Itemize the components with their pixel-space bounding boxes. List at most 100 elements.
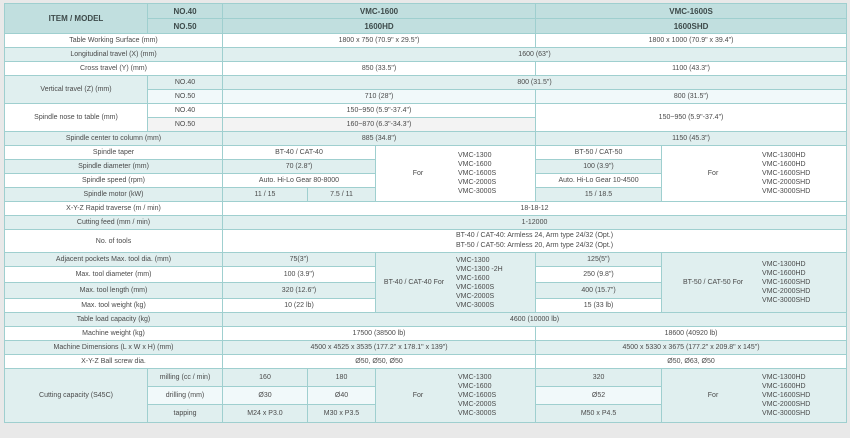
value-b: 15 / 18.5 bbox=[535, 187, 663, 202]
value-a1: 160 bbox=[222, 368, 308, 387]
model-name: VMC-1600SHD bbox=[762, 392, 811, 399]
row-label: Spindle nose to table (mm) bbox=[4, 103, 148, 132]
value-a: Auto. Hi-Lo Gear 80-8000 bbox=[222, 173, 376, 188]
for-label: For bbox=[412, 170, 424, 177]
value-a2: Ø40 bbox=[307, 386, 376, 405]
value-a: 850 (33.5") bbox=[221, 61, 537, 76]
model-a-hd-header: 1600HD bbox=[221, 18, 537, 34]
model-name: VMC-1300 bbox=[456, 256, 490, 264]
value-b: M50 x P4.5 bbox=[535, 404, 663, 423]
value-a: 4500 x 4525 x 3535 (177.2" x 178.1" x 13… bbox=[221, 340, 537, 355]
value-a: 885 (34.8") bbox=[221, 131, 537, 146]
model-name: VMC-1300 bbox=[458, 374, 492, 381]
row-label: Cutting feed (mm / min) bbox=[4, 215, 223, 230]
row-label: Spindle taper bbox=[4, 145, 223, 160]
row-label: Max. tool weight (kg) bbox=[4, 298, 223, 313]
table-row: Table Working Surface (mm) 1800 x 750 (7… bbox=[4, 33, 848, 48]
table-row: Adjacent pockets Max. tool dia. (mm) 75(… bbox=[4, 252, 848, 313]
table-row: Longitudinal travel (X) (mm) 1600 (63") bbox=[4, 47, 848, 62]
value-all: 18-18-12 bbox=[221, 201, 848, 216]
table-row: Spindle center to column (mm) 885 (34.8"… bbox=[4, 131, 848, 146]
value-b: 150~950 (5.9"-37.4") bbox=[535, 103, 848, 132]
model-name: VMC-3000S bbox=[458, 410, 497, 417]
model-name: VMC-3000SHD bbox=[762, 188, 811, 195]
row-label: Adjacent pockets Max. tool dia. (mm) bbox=[4, 252, 223, 267]
row-label: X-Y-Z Rapid traverse (m / min) bbox=[4, 201, 223, 216]
value-all: 1600 (63") bbox=[221, 47, 848, 62]
applicable-models-a: BT-40 / CAT-40 For VMC-1300 VMC-1300 -2H V… bbox=[374, 252, 537, 313]
value-all: 800 (31.5") bbox=[221, 75, 848, 90]
table-row: NO.50 710 (28") 800 (31.5") bbox=[5, 89, 848, 104]
value-a2: M30 x P3.5 bbox=[307, 404, 376, 423]
value-a: 100 (3.9") bbox=[222, 266, 376, 283]
model-b-header: VMC-1600S bbox=[535, 3, 848, 19]
value-a2: 180 bbox=[307, 368, 376, 387]
sub-label: NO.50 bbox=[147, 117, 223, 132]
row-label: Vertical travel (Z) (mm) bbox=[4, 75, 148, 104]
model-name: VMC-1600S bbox=[458, 392, 497, 399]
applicable-models-a: For VMC-1300 VMC-1600 VMC-1600S VMC-2000S VM… bbox=[374, 145, 537, 202]
sub-label: tapping bbox=[147, 404, 223, 423]
for-label: BT-40 / CAT-40 For bbox=[383, 279, 445, 286]
sub-label: NO.40 bbox=[147, 103, 223, 118]
table-row: Cutting feed (mm / min) 1-12000 bbox=[4, 215, 848, 230]
value-a: BT-40 / CAT-40 bbox=[222, 145, 376, 160]
value-a: 320 (12.6") bbox=[222, 282, 376, 299]
table-row: Max. tool length (mm) 320 (12.6") 400 (1… bbox=[4, 282, 847, 299]
for-label: For bbox=[412, 392, 424, 399]
model-name: VMC-1600 bbox=[458, 161, 492, 168]
model-name: VMC-1600 bbox=[456, 274, 490, 282]
for-label: For bbox=[707, 170, 719, 177]
model-name: VMC-1300HD bbox=[762, 152, 806, 159]
model-a-header: VMC-1600 bbox=[221, 3, 537, 19]
model-name: VMC-3000SHD bbox=[762, 297, 811, 304]
value-b: 1100 (43.3") bbox=[535, 61, 848, 76]
value-b: 1150 (45.3") bbox=[535, 131, 848, 146]
table-row: Spindle speed (rpm) Auto. Hi-Lo Gear 80-… bbox=[4, 173, 847, 188]
table-row: Spindle taper BT-40 / CAT-40 For VMC-130… bbox=[4, 145, 848, 202]
tools-line-2: BT-50 / CAT-50: Armless 20, Arm type 24/… bbox=[456, 242, 614, 249]
table-row: X-Y-Z Rapid traverse (m / min) 18-18-12 bbox=[4, 201, 848, 216]
value-b: 4500 x 5330 x 3675 (177.2" x 209.8" x 14… bbox=[535, 340, 848, 355]
value-b: 18600 (40920 lb) bbox=[535, 326, 848, 341]
model-list: VMC-1300HD VMC-1600HD VMC-1600SHD VMC-2000S… bbox=[762, 373, 810, 418]
model-name: VMC-1600HD bbox=[762, 161, 806, 168]
model-name: VMC-2000S bbox=[456, 292, 495, 300]
model-name: VMC-1600SHD bbox=[762, 170, 811, 177]
value-b: 100 (3.9") bbox=[535, 159, 663, 174]
model-list: VMC-1300HD VMC-1600HD VMC-1600SHD VMC-2000S… bbox=[762, 151, 810, 196]
model-name: VMC-1600 bbox=[458, 383, 492, 390]
model-name: VMC-1300HD bbox=[762, 261, 806, 268]
model-name: VMC-1300HD bbox=[762, 374, 806, 381]
value-b: 1800 x 1000 (70.9" x 39.4") bbox=[535, 33, 848, 48]
table-row: Machine Dimensions (L x W x H) (mm) 4500… bbox=[4, 340, 848, 355]
value-a: 17500 (38500 lb) bbox=[221, 326, 537, 341]
table-row: Max. tool diameter (mm) 100 (3.9") 250 (… bbox=[4, 266, 847, 283]
row-label: Table Working Surface (mm) bbox=[4, 33, 223, 48]
row-label: Table load capacity (kg) bbox=[4, 312, 223, 327]
value-a: 710 (28") bbox=[221, 89, 537, 104]
applicable-models-b: For VMC-1300HD VMC-1600HD VMC-1600SHD VMC-2… bbox=[661, 145, 848, 202]
table-row: drilling (mm) Ø30 Ø40 Ø52 bbox=[5, 386, 847, 405]
value-a: Ø50, Ø50, Ø50 bbox=[221, 354, 537, 369]
item-model-header: ITEM / MODEL bbox=[4, 3, 148, 34]
model-name: VMC-1300 -2H bbox=[456, 265, 503, 273]
row-label: Spindle motor (kW) bbox=[4, 187, 223, 202]
row-label: Cutting capacity (S45C) bbox=[4, 368, 148, 423]
value-b: Ø52 bbox=[535, 386, 663, 405]
table-row: Cutting capacity (S45C) milling (cc / mi… bbox=[4, 368, 848, 423]
value-b: 800 (31.5") bbox=[535, 89, 848, 104]
row-label: Machine Dimensions (L x W x H) (mm) bbox=[4, 340, 223, 355]
table-row: Table load capacity (kg) 4600 (10000 lb) bbox=[4, 312, 848, 327]
value-a1: Ø30 bbox=[222, 386, 308, 405]
applicable-models-b: For VMC-1300HD VMC-1600HD VMC-1600SHD VMC-2… bbox=[661, 368, 848, 423]
table-row: Spindle nose to table (mm) NO.40 150~950… bbox=[4, 103, 848, 132]
table-row: Spindle diameter (mm) 70 (2.8") 100 (3.9… bbox=[4, 159, 847, 174]
model-name: VMC-2000SHD bbox=[762, 288, 811, 295]
row-label: Spindle center to column (mm) bbox=[4, 131, 223, 146]
table-row: Vertical travel (Z) (mm) NO.40 800 (31.5… bbox=[4, 75, 848, 104]
for-label: For bbox=[707, 392, 719, 399]
applicable-models-a: For VMC-1300 VMC-1600 VMC-1600S VMC-2000S VM… bbox=[374, 368, 537, 423]
model-name: VMC-3000S bbox=[456, 301, 495, 309]
row-label: Spindle speed (rpm) bbox=[4, 173, 223, 188]
